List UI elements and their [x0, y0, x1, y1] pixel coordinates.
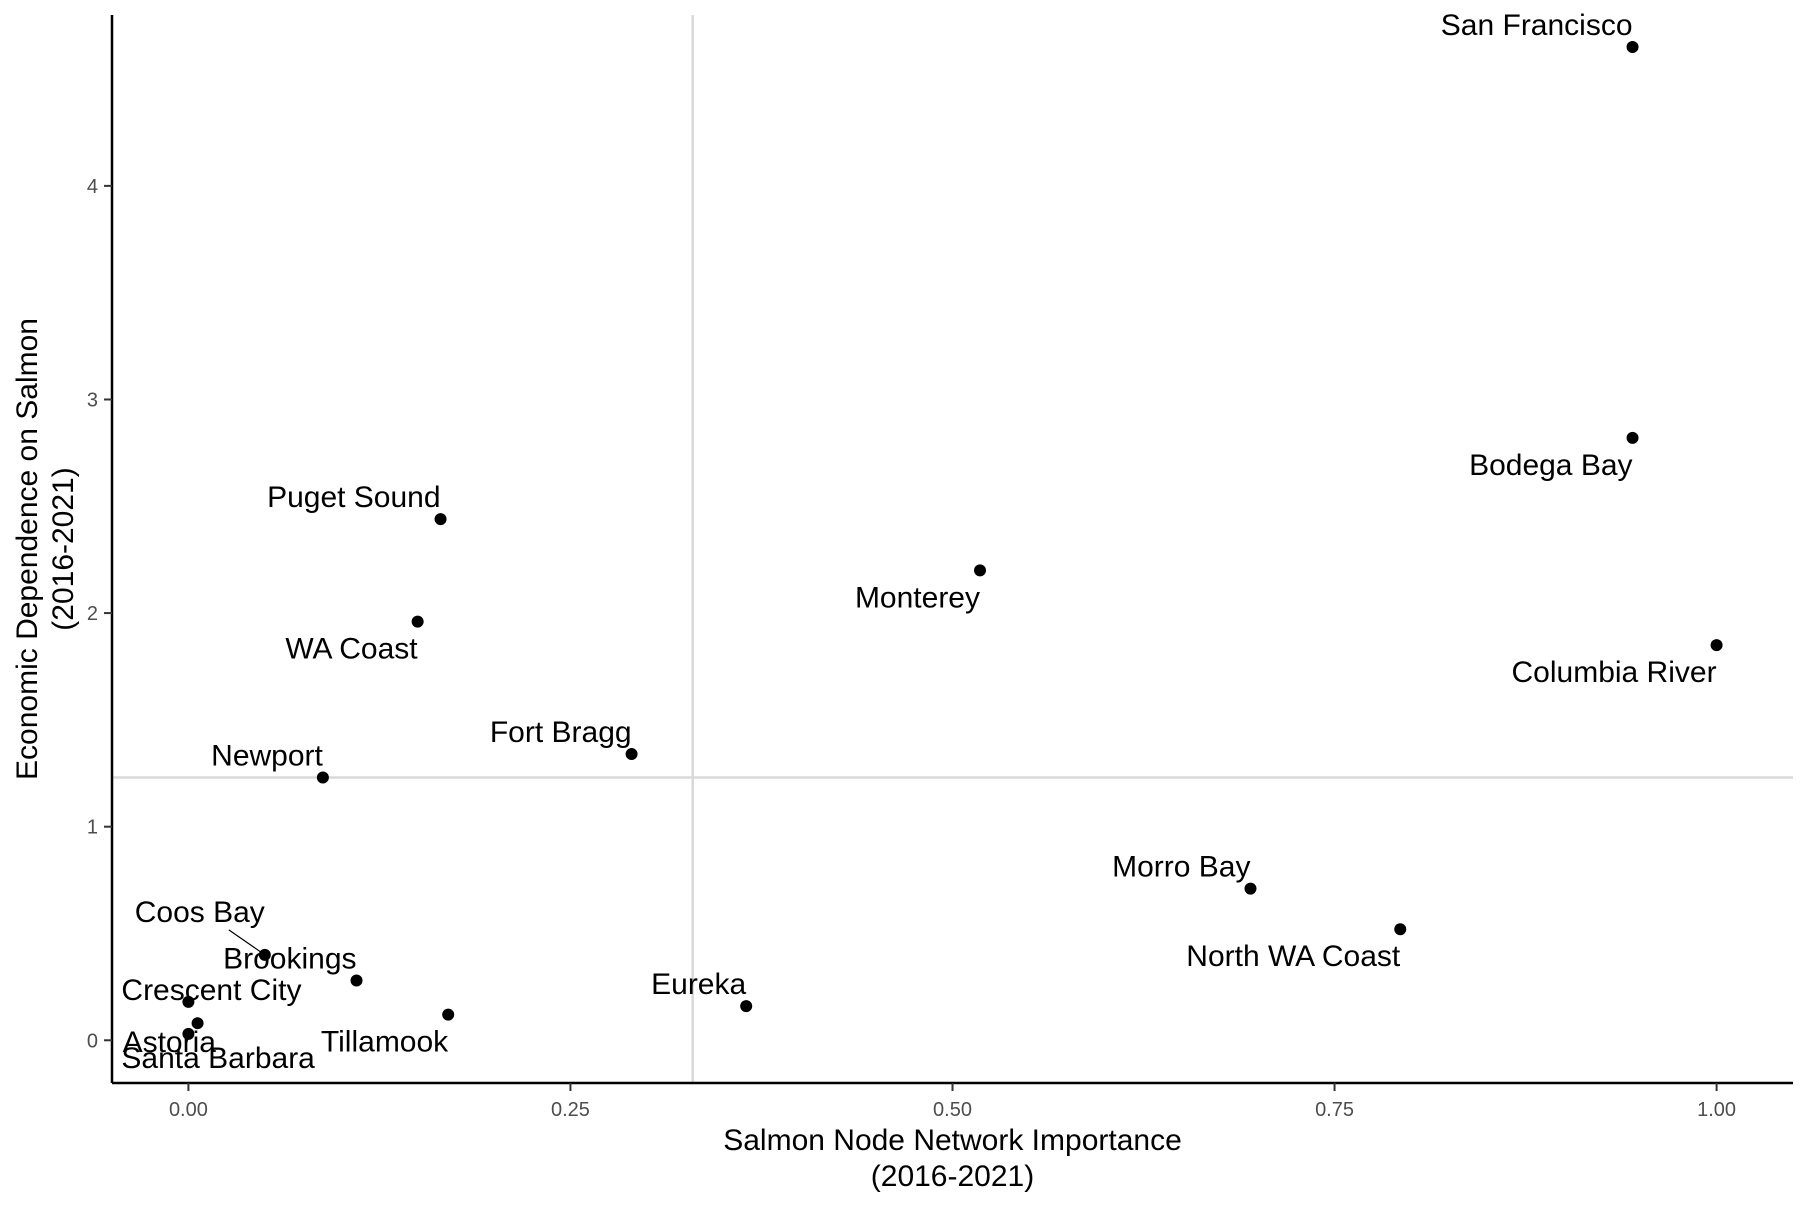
point-san-francisco — [1626, 41, 1639, 54]
y-tick-label: 3 — [87, 389, 98, 411]
label-astoria: Astoria — [123, 1026, 217, 1059]
data-points — [182, 41, 1723, 1040]
point-crescent-city — [182, 995, 195, 1008]
label-santa-barbara: Santa Barbara — [121, 1042, 315, 1075]
y-axis-title: Economic Dependence on Salmon — [11, 318, 44, 780]
y-axis-title-period: (2016-2021) — [47, 467, 80, 630]
point-columbia-river — [1710, 639, 1723, 652]
label-san-francisco: San Francisco — [1441, 9, 1633, 42]
label-newport: Newport — [211, 740, 323, 773]
label-brookings: Brookings — [223, 942, 356, 975]
label-tillamook: Tillamook — [321, 1026, 449, 1059]
label-coos-bay: Coos Bay — [135, 896, 265, 929]
label-columbia-river: Columbia River — [1512, 656, 1717, 689]
point-labels: San Francisco Bodega Bay Columbia River Mon… — [121, 9, 1716, 1075]
point-bodega-bay — [1626, 431, 1639, 444]
label-puget-sound: Puget Sound — [267, 481, 440, 514]
point-fort-bragg — [625, 748, 638, 761]
point-santa-barbara — [182, 1027, 195, 1040]
label-leader-coos-bay — [228, 929, 266, 956]
x-tick-label: 0.25 — [551, 1099, 590, 1121]
y-tick-label: 0 — [87, 1030, 98, 1052]
label-bodega-bay: Bodega Bay — [1469, 449, 1632, 482]
x-tick-label: 0.00 — [169, 1099, 208, 1121]
x-tick-label: 0.50 — [933, 1099, 972, 1121]
point-astoria — [191, 1017, 204, 1030]
point-wa-coast — [411, 615, 424, 628]
axes: 0.00 0.25 0.50 0.75 1.00 0 1 2 3 4 — [87, 15, 1793, 1121]
point-newport — [316, 771, 329, 784]
label-eureka: Eureka — [651, 968, 746, 1001]
point-puget-sound — [434, 513, 447, 526]
point-brookings — [350, 974, 363, 987]
x-tick-label: 1.00 — [1697, 1099, 1736, 1121]
x-tick-label: 0.75 — [1315, 1099, 1354, 1121]
label-fort-bragg: Fort Bragg — [490, 716, 632, 749]
point-monterey — [974, 564, 987, 577]
x-axis-title-period: (2016-2021) — [871, 1160, 1034, 1193]
x-axis-title: Salmon Node Network Importance — [723, 1124, 1182, 1157]
point-tillamook — [442, 1008, 455, 1021]
reference-lines — [112, 15, 1793, 1083]
point-north-wa-coast — [1394, 923, 1407, 936]
y-tick-label: 2 — [87, 603, 98, 625]
point-eureka — [740, 1000, 753, 1013]
y-tick-label: 1 — [87, 817, 98, 839]
point-morro-bay — [1244, 882, 1257, 895]
y-tick-label: 4 — [87, 176, 98, 198]
label-crescent-city: Crescent City — [121, 974, 301, 1007]
label-north-wa-coast: North WA Coast — [1186, 940, 1401, 973]
label-wa-coast: WA Coast — [285, 633, 418, 666]
label-monterey: Monterey — [855, 581, 980, 614]
label-morro-bay: Morro Bay — [1112, 851, 1250, 884]
